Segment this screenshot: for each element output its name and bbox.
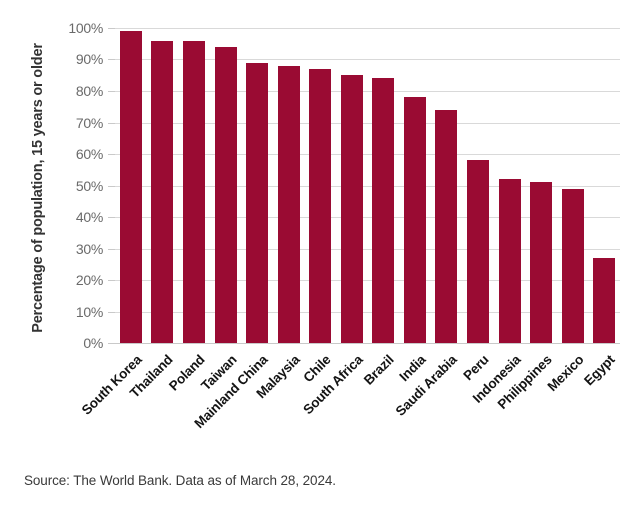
source-note: Source: The World Bank. Data as of March… (24, 473, 336, 488)
y-tick-label: 80% (75, 83, 103, 99)
y-tick-label: 30% (75, 241, 103, 257)
bar-india (403, 97, 426, 343)
gridline (115, 59, 620, 60)
bar-malaysia (277, 65, 300, 343)
gridline (115, 154, 620, 155)
y-tick-label: 90% (75, 51, 103, 67)
bar-brazil (372, 78, 395, 343)
y-tick-label: 0% (83, 335, 103, 351)
y-tick-label: 20% (75, 272, 103, 288)
y-axis-tick (108, 154, 115, 155)
y-tick-label: 50% (75, 178, 103, 194)
bar-south-korea (119, 31, 142, 344)
y-tick-label: 60% (75, 146, 103, 162)
gridline (115, 343, 620, 344)
bar-south-africa (340, 75, 363, 344)
y-tick-label: 100% (68, 20, 103, 36)
y-tick-label: 70% (75, 115, 103, 131)
x-tick-label: Brazil (361, 352, 397, 388)
bar-mexico (561, 188, 584, 343)
y-axis-tick (108, 28, 115, 29)
bar-chile (309, 69, 332, 344)
y-axis-tick (108, 249, 115, 250)
y-tick-label: 10% (75, 304, 103, 320)
gridline (115, 217, 620, 218)
bar-poland (182, 40, 205, 343)
gridline (115, 123, 620, 124)
gridline (115, 249, 620, 250)
gridline (115, 28, 620, 29)
gridline (115, 91, 620, 92)
bar-saudi-arabia (435, 109, 458, 343)
bar-indonesia (498, 179, 521, 343)
gridline (115, 280, 620, 281)
y-axis-tick (108, 312, 115, 313)
y-axis-tick (108, 343, 115, 344)
bar-egypt (593, 257, 616, 343)
x-tick-label: Egypt (581, 352, 618, 389)
gridline (115, 186, 620, 187)
y-axis-tick (108, 123, 115, 124)
bar-peru (467, 160, 489, 343)
y-axis-tick (108, 217, 115, 218)
y-axis-tick (108, 280, 115, 281)
gridline (115, 312, 620, 313)
bar-mainland-china (246, 62, 268, 343)
y-axis-tick (108, 186, 115, 187)
bar-philippines (530, 182, 553, 343)
y-axis-tick (108, 59, 115, 60)
y-axis-tick (108, 91, 115, 92)
bar-thailand (151, 40, 174, 343)
bar-taiwan (214, 46, 237, 343)
y-axis-title: Percentage of population, 15 years or ol… (30, 43, 46, 333)
y-tick-label: 40% (75, 209, 103, 225)
